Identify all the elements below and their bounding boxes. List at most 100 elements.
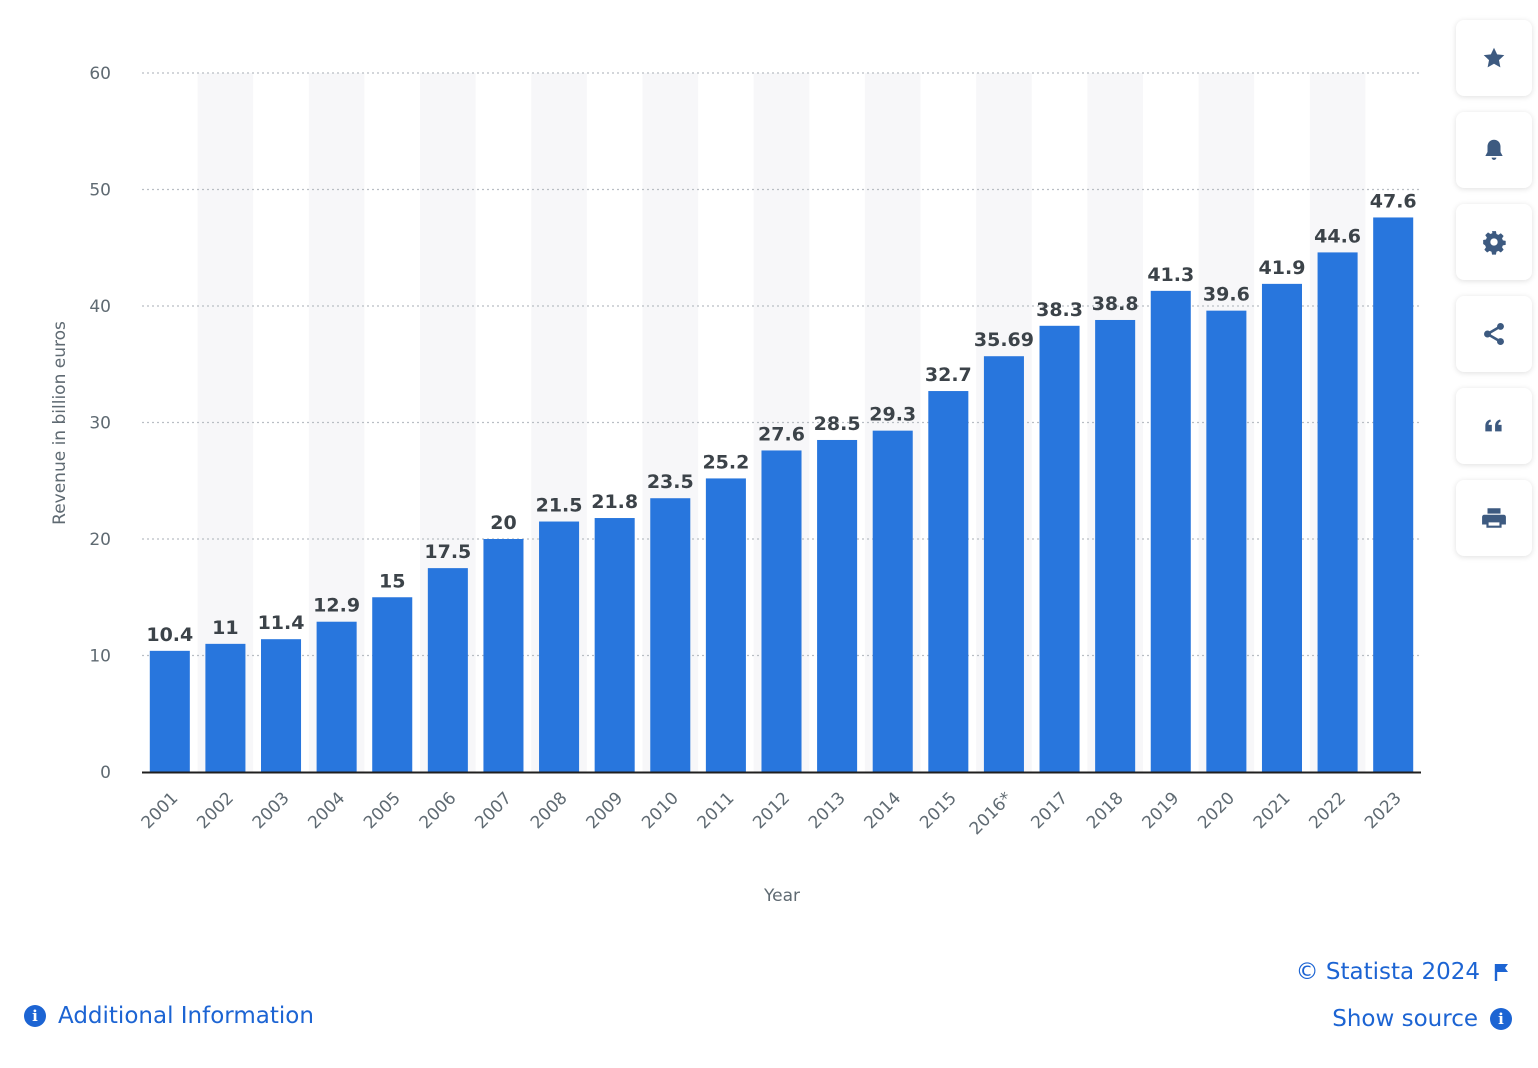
x-tick-label: 2015	[916, 788, 961, 833]
bar[interactable]	[205, 643, 246, 772]
bar[interactable]	[761, 450, 802, 772]
settings-button[interactable]	[1456, 204, 1532, 280]
data-label: 23.5	[647, 471, 694, 493]
bar[interactable]	[539, 521, 580, 772]
data-label: 20	[490, 512, 516, 534]
bar[interactable]	[1095, 319, 1136, 772]
data-label: 41.9	[1259, 257, 1306, 279]
bar[interactable]	[149, 650, 190, 772]
y-tick-label: 40	[89, 297, 111, 317]
show-source-link[interactable]: Show source i	[1332, 1006, 1512, 1032]
info-icon: i	[1490, 1008, 1512, 1030]
x-tick-label: 2006	[416, 788, 461, 833]
bar[interactable]	[1206, 310, 1247, 772]
additional-information-label: Additional Information	[58, 1003, 314, 1029]
info-icon: i	[24, 1005, 46, 1027]
copyright-link[interactable]: © Statista 2024	[1296, 959, 1510, 985]
y-axis-ticks: 0 10 20 30 40 50 60	[89, 64, 111, 783]
bar[interactable]	[1317, 252, 1358, 772]
data-label: 38.3	[1036, 299, 1083, 321]
share-button[interactable]	[1456, 296, 1532, 372]
data-labels: 10.4 11 11.4 12.9 15 17.5 20 21.5 21.8 23.5 25.2 27…	[146, 190, 1416, 645]
x-tick-label: 2001	[138, 788, 183, 833]
x-tick-label: 2009	[582, 788, 627, 833]
data-label: 27.6	[758, 423, 805, 445]
share-icon	[1484, 322, 1504, 346]
bell-icon	[1485, 139, 1503, 160]
bar[interactable]	[427, 568, 468, 772]
bar[interactable]	[817, 439, 858, 772]
x-axis-title: Year	[763, 886, 800, 906]
bar[interactable]	[705, 478, 746, 772]
data-label: 15	[379, 570, 405, 592]
bar[interactable]	[261, 639, 302, 772]
y-tick-label: 20	[89, 530, 111, 550]
data-label: 10.4	[146, 624, 193, 646]
data-label: 47.6	[1370, 190, 1417, 212]
data-label: 11	[212, 617, 238, 639]
x-tick-label: 2002	[193, 788, 238, 833]
gear-icon	[1483, 231, 1506, 255]
cite-button[interactable]	[1456, 388, 1532, 464]
bar[interactable]	[1039, 325, 1080, 772]
bar[interactable]	[1150, 290, 1191, 772]
copyright-label: © Statista 2024	[1295, 959, 1480, 985]
flag-icon	[1494, 964, 1508, 981]
bar[interactable]	[483, 539, 524, 772]
quote-icon	[1485, 419, 1502, 432]
x-axis-ticks: 2001 2002 2003 2004 2005 2006 2007 2008 2009 2010…	[138, 788, 1406, 839]
data-label: 35.69	[974, 329, 1034, 351]
bar[interactable]	[594, 518, 635, 772]
data-label: 41.3	[1147, 264, 1194, 286]
bar[interactable]	[928, 391, 969, 772]
y-tick-label: 30	[89, 414, 111, 434]
bar[interactable]	[1373, 217, 1414, 772]
x-tick-label: 2019	[1139, 788, 1184, 833]
x-tick-label: 2010	[638, 788, 683, 833]
print-button[interactable]	[1456, 480, 1532, 556]
x-tick-label: 2018	[1083, 788, 1128, 833]
data-label: 29.3	[869, 404, 916, 426]
favorite-button[interactable]	[1456, 20, 1532, 96]
x-tick-label: 2004	[304, 788, 349, 833]
data-label: 39.6	[1203, 284, 1250, 306]
y-tick-label: 0	[100, 763, 111, 783]
chart-toolbar	[1456, 20, 1532, 572]
x-tick-label: 2011	[694, 788, 739, 833]
bars	[149, 217, 1414, 772]
x-tick-label: 2003	[249, 788, 294, 833]
x-tick-label: 2013	[805, 788, 850, 833]
y-axis-title: Revenue in billion euros	[50, 321, 70, 525]
data-label: 25.2	[702, 451, 749, 473]
bar[interactable]	[372, 597, 413, 772]
x-tick-label: 2005	[360, 788, 405, 833]
y-tick-label: 10	[89, 647, 111, 667]
x-tick-label: 2007	[471, 788, 516, 833]
printer-icon	[1482, 508, 1506, 528]
additional-information-link[interactable]: i Additional Information	[24, 1003, 314, 1029]
x-tick-label: 2021	[1250, 788, 1295, 833]
x-tick-label: 2008	[527, 788, 572, 833]
data-label: 21.8	[591, 491, 638, 513]
notification-button[interactable]	[1456, 112, 1532, 188]
bar[interactable]	[872, 430, 913, 772]
data-label: 32.7	[925, 364, 972, 386]
star-icon	[1483, 47, 1505, 68]
bar[interactable]	[316, 621, 357, 772]
x-tick-label: 2017	[1027, 788, 1072, 833]
data-label: 12.9	[313, 595, 360, 617]
x-tick-label: 2016*	[966, 788, 1017, 839]
data-label: 17.5	[424, 541, 471, 563]
show-source-label: Show source	[1332, 1006, 1478, 1032]
x-tick-label: 2023	[1361, 788, 1406, 833]
bar[interactable]	[983, 356, 1024, 772]
x-tick-label: 2012	[749, 788, 794, 833]
x-tick-label: 2014	[861, 788, 906, 833]
bar[interactable]	[650, 498, 691, 772]
bar-chart: 0 10 20 30 40 50 60 10.4 11 11.4 12.9 15 17.5 20 21.5…	[50, 64, 1421, 906]
data-label: 21.5	[536, 495, 583, 517]
x-tick-label: 2022	[1305, 788, 1350, 833]
bar[interactable]	[1261, 283, 1302, 772]
data-label: 38.8	[1092, 293, 1139, 315]
x-tick-label: 2020	[1194, 788, 1239, 833]
